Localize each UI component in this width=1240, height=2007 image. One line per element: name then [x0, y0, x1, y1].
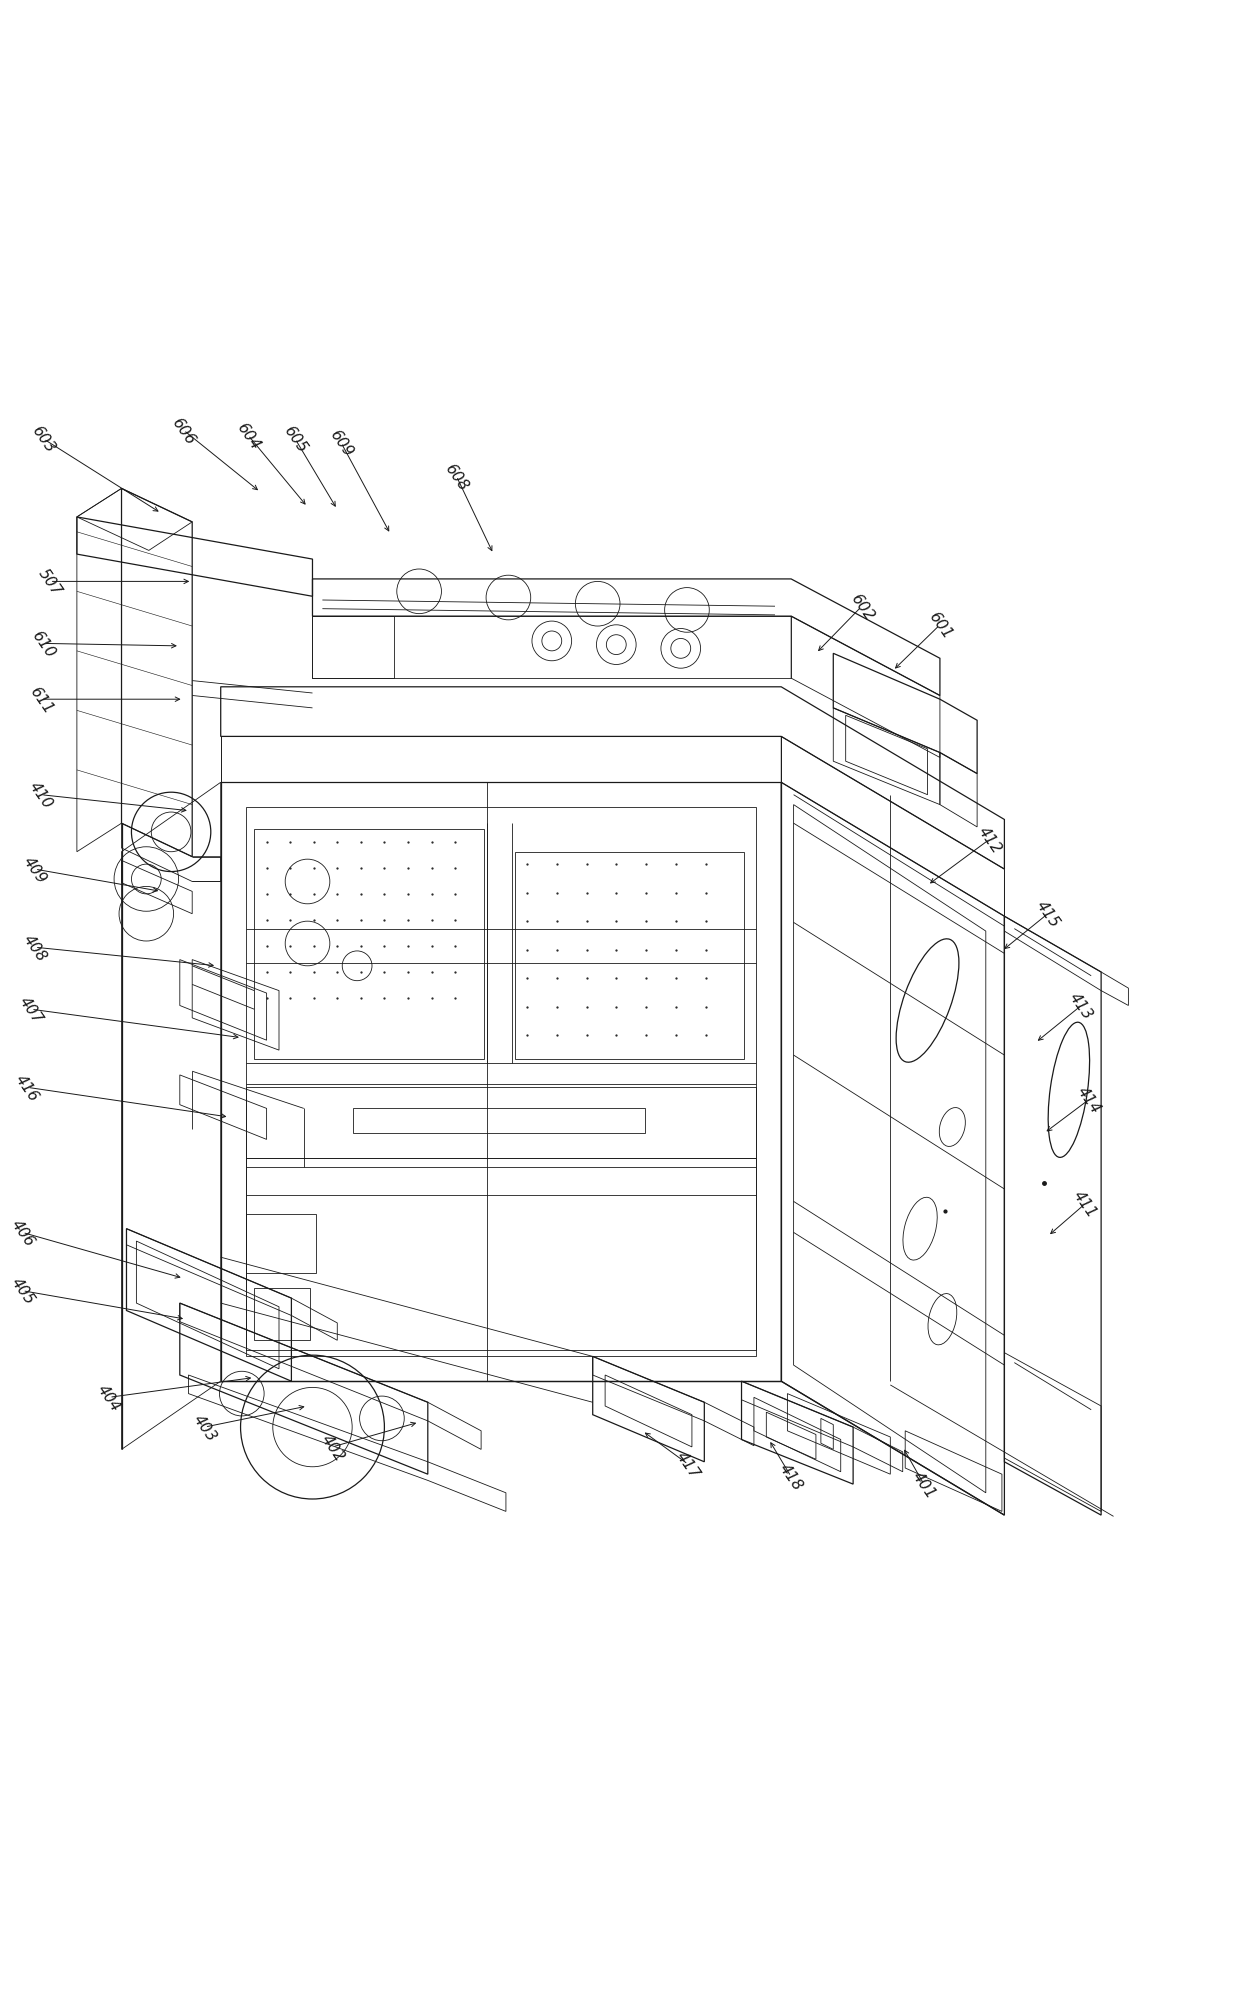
Text: 402: 402	[317, 1431, 347, 1463]
Text: 602: 602	[847, 590, 877, 622]
Text: 601: 601	[925, 610, 955, 642]
Text: 507: 507	[35, 566, 64, 598]
Text: 605: 605	[280, 423, 310, 456]
Text: 410: 410	[26, 779, 56, 811]
Text: 610: 610	[29, 628, 58, 660]
Text: 403: 403	[190, 1411, 219, 1443]
Text: 408: 408	[20, 931, 50, 963]
Text: 609: 609	[326, 427, 356, 460]
Text: 415: 415	[1033, 897, 1063, 931]
Text: 412: 412	[975, 823, 1004, 857]
Text: 606: 606	[169, 415, 198, 448]
Text: 611: 611	[26, 684, 56, 716]
Text: 608: 608	[441, 460, 471, 494]
Text: 411: 411	[1070, 1188, 1100, 1220]
Text: 409: 409	[20, 853, 50, 885]
Text: 604: 604	[233, 419, 263, 452]
Text: 405: 405	[7, 1274, 37, 1307]
Text: 413: 413	[1066, 989, 1096, 1022]
Text: 416: 416	[12, 1072, 42, 1104]
Text: 417: 417	[673, 1449, 703, 1481]
Text: 404: 404	[94, 1381, 124, 1413]
Text: 406: 406	[7, 1216, 37, 1248]
Text: 603: 603	[29, 423, 58, 456]
Text: 414: 414	[1074, 1084, 1104, 1116]
Text: 407: 407	[16, 993, 46, 1026]
Text: 418: 418	[776, 1461, 806, 1493]
Text: 401: 401	[909, 1467, 939, 1501]
